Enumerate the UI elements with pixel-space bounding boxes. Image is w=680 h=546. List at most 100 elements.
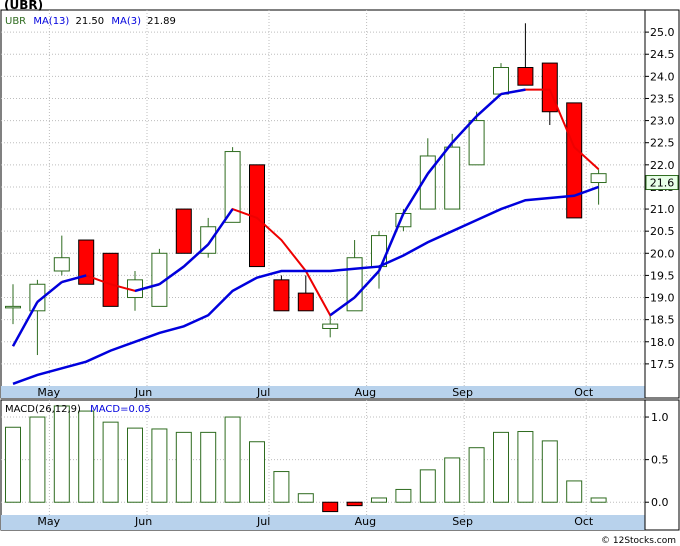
macd-bar (371, 497, 387, 503)
candle (78, 239, 95, 285)
macd-x-tick-label: May (37, 515, 60, 528)
candle (102, 252, 119, 307)
macd-x-tick-label: Aug (355, 515, 376, 528)
candle-body-up (444, 146, 461, 210)
price-y-tick-label: 17.5 (650, 358, 675, 371)
candle (53, 235, 70, 276)
macd-bar (29, 416, 46, 503)
candle-body-down (273, 279, 290, 312)
candle-body-up (493, 67, 509, 95)
price-y-tick-label: 24.5 (650, 48, 675, 61)
macd-bar (297, 493, 314, 503)
price-y-tick-label: 18.0 (650, 336, 675, 349)
ma13-up-segment (451, 115, 478, 144)
candle (566, 102, 583, 219)
price-x-tick-label: Sep (452, 386, 473, 399)
macd-legend: MACD(26,12,9) MACD=0.05 (5, 404, 151, 415)
macd-bar (224, 416, 241, 503)
macd-bar (273, 471, 290, 503)
legend-ma3-value: 21.89 (147, 16, 176, 27)
macd-y-tick-label: 0.0 (651, 496, 669, 509)
ma13-up-segment (353, 270, 380, 299)
price-y-tick-label: 20.5 (650, 225, 675, 238)
candle-body-up (468, 120, 485, 166)
candle (517, 23, 534, 86)
price-y-ticks: 17.518.018.519.019.520.020.521.021.522.0… (645, 26, 675, 371)
macd-bar (468, 447, 485, 503)
macd-y-axis (644, 399, 680, 531)
price-x-tick-label: May (37, 386, 60, 399)
watermark: © 12Stocks.com (601, 536, 676, 546)
candle-body-down (297, 292, 314, 312)
candle (5, 284, 21, 325)
price-x-ticks: May Jun Jul Aug Sep Oct (37, 386, 594, 399)
candle (175, 208, 192, 254)
macd-x-tick-label: Oct (574, 515, 594, 528)
price-grid (1, 10, 645, 386)
macd-bar (590, 497, 607, 503)
candle (151, 248, 168, 307)
price-x-tick-label: Jun (134, 386, 152, 399)
price-y-tick-label: 19.0 (650, 292, 675, 305)
candle-body-up (590, 173, 607, 184)
macd-bar (102, 421, 119, 503)
price-y-tick-label: 18.5 (650, 314, 675, 327)
candle (297, 275, 314, 312)
current-price-tag (645, 175, 679, 191)
macd-y-tick-label: 1.0 (651, 411, 669, 424)
price-y-tick-label: 19.5 (650, 269, 675, 282)
candle-body-down (566, 102, 583, 219)
ma13-uptrend-segments (11, 88, 526, 347)
legend-ticker: UBR (5, 16, 26, 27)
price-y-tick-label: 22.0 (650, 159, 675, 172)
ma13-up-segment (182, 243, 210, 268)
candle-body-down (78, 239, 95, 285)
macd-y-ticks: 0.0 0.5 1.0 (645, 411, 669, 509)
macd-bar (395, 488, 412, 503)
candle-body-up (224, 151, 241, 223)
macd-x-tick-label: Sep (452, 515, 473, 528)
candle-body-up (53, 257, 70, 272)
macd-bar (493, 431, 509, 503)
ma13-up-segment (61, 274, 87, 284)
ma13-up-segment (500, 88, 526, 96)
macd-bar (78, 410, 95, 503)
macd-bar (127, 427, 143, 503)
ma13-up-segment (426, 141, 454, 175)
ma13-up-segment (402, 173, 429, 215)
price-y-tick-label: 21.0 (650, 203, 675, 216)
macd-bar (5, 426, 21, 503)
macd-x-tick-label: Jul (256, 515, 270, 528)
price-axis-band (1, 386, 645, 398)
price-y-tick-label: 22.5 (650, 137, 675, 150)
macd-x-ticks: May Jun Jul Aug Sep Oct (37, 515, 594, 528)
price-x-tick-label: Jul (256, 386, 270, 399)
macd-bar (200, 431, 217, 503)
candle (273, 275, 290, 312)
price-y-axis (644, 9, 680, 399)
legend-ma13-label: MA(13) (33, 16, 69, 27)
candle-body-up (29, 283, 46, 312)
macd-axis-band (1, 515, 645, 530)
macd-bar (346, 501, 363, 507)
macd-bar (53, 405, 70, 503)
macd-legend-label: MACD(26,12,9) (5, 404, 81, 415)
legend-ma3-label: MA(3) (111, 16, 141, 27)
ma13-up-segment (134, 283, 160, 293)
price-y-tick-label: 23.0 (650, 115, 675, 128)
ma13-up-segment (36, 281, 63, 303)
legend-ma13-value: 21.50 (76, 16, 105, 27)
macd-bar (517, 431, 534, 503)
ma13-up-segment (11, 301, 39, 347)
price-y-tick-label: 20.0 (650, 247, 675, 260)
current-price-value: 21.6 (650, 177, 675, 190)
legend: UBR MA(13) 21.50 MA(3) 21.89 (5, 16, 176, 27)
macd-bar (566, 480, 583, 503)
price-y-tick-label: 23.5 (650, 92, 675, 105)
ma3-line (12, 185, 600, 385)
candle (444, 133, 461, 210)
candlesticks (5, 23, 607, 356)
macd-bar (151, 428, 168, 503)
macd-bars (5, 405, 607, 513)
